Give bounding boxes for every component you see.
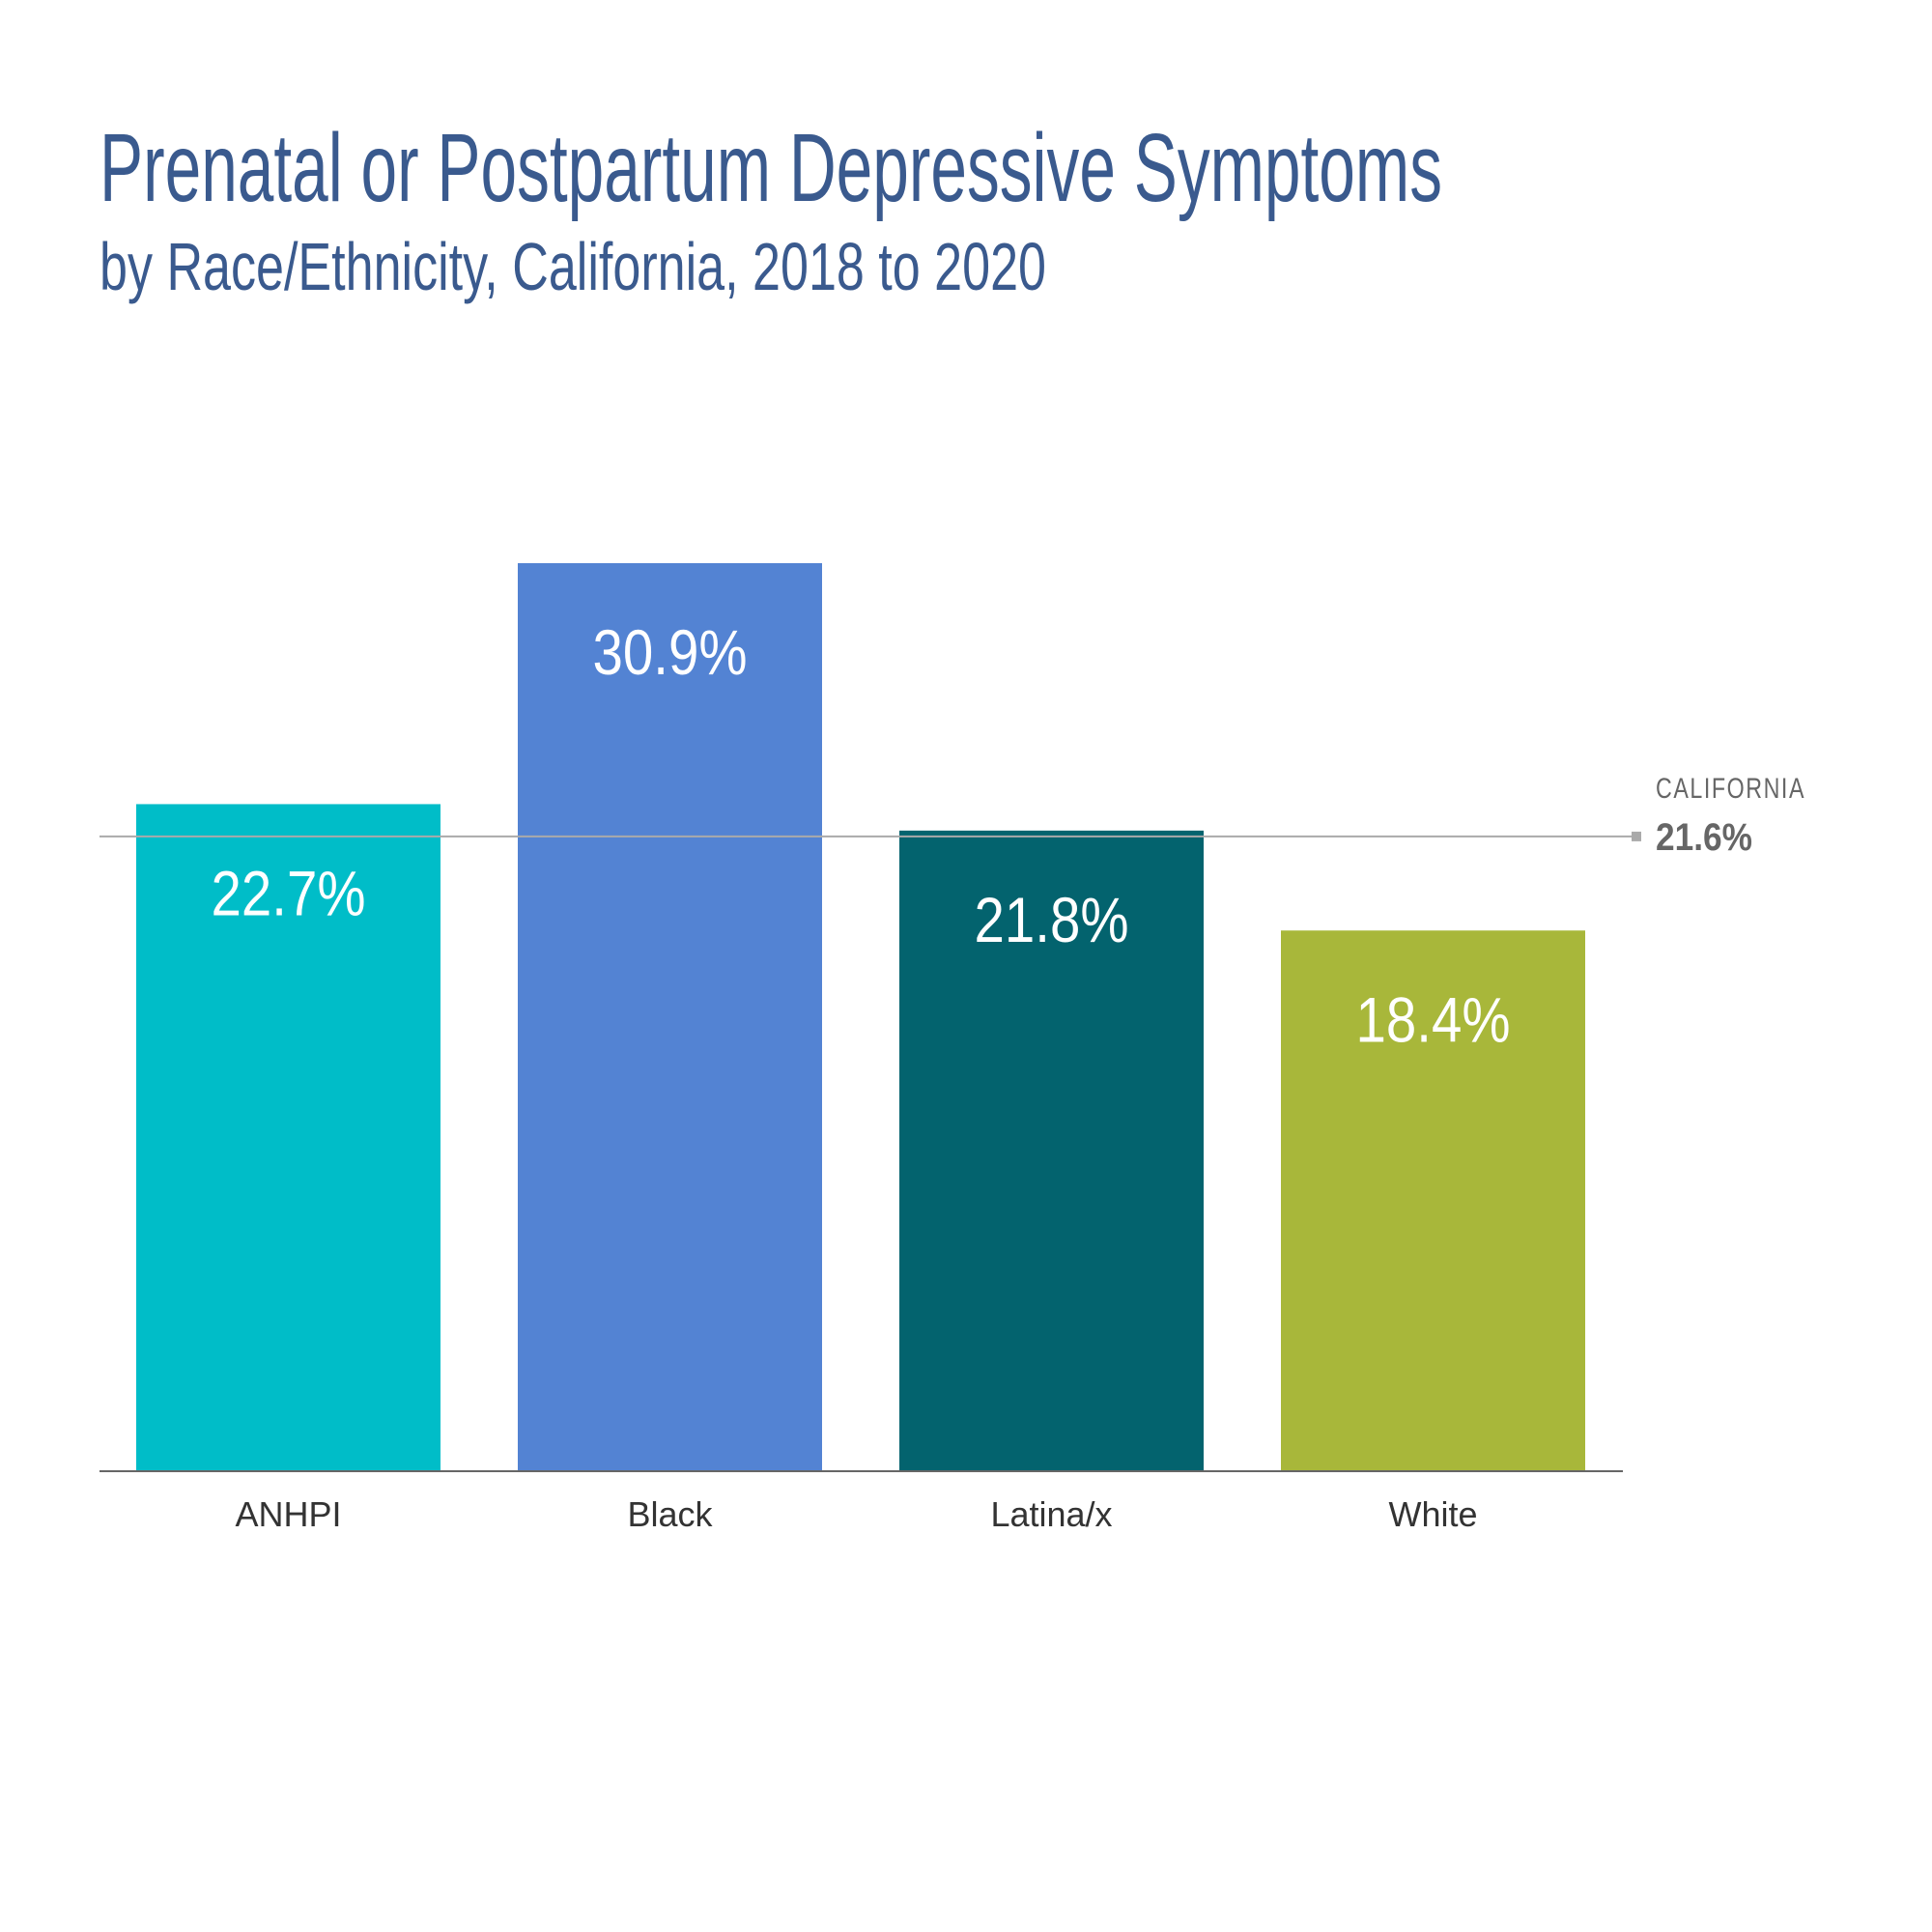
bar-latinax <box>899 830 1204 1471</box>
reference-label: CALIFORNIA <box>1656 773 1805 805</box>
bar-black <box>518 563 822 1471</box>
chart-title: Prenatal or Postpartum Depressive Sympto… <box>99 114 1442 222</box>
chart-subtitle: by Race/Ethnicity, California, 2018 to 2… <box>99 229 1046 304</box>
category-label: Black <box>627 1494 713 1534</box>
bars: 22.7% ANHPI 30.9% Black 21.8% Latina/x 18.4% Wh… <box>136 563 1585 1534</box>
bar-white <box>1281 930 1585 1471</box>
california-reference-marker <box>1632 831 1641 841</box>
value-label: 21.8% <box>975 884 1129 955</box>
category-label: Latina/x <box>990 1494 1112 1534</box>
value-label: 30.9% <box>593 616 748 688</box>
bar-anhpi <box>136 804 440 1471</box>
category-label: ANHPI <box>235 1494 341 1534</box>
reference-value-label: 21.6% <box>1656 816 1752 859</box>
value-label: 22.7% <box>212 857 366 928</box>
value-label: 18.4% <box>1356 983 1511 1055</box>
category-label: White <box>1388 1494 1477 1534</box>
